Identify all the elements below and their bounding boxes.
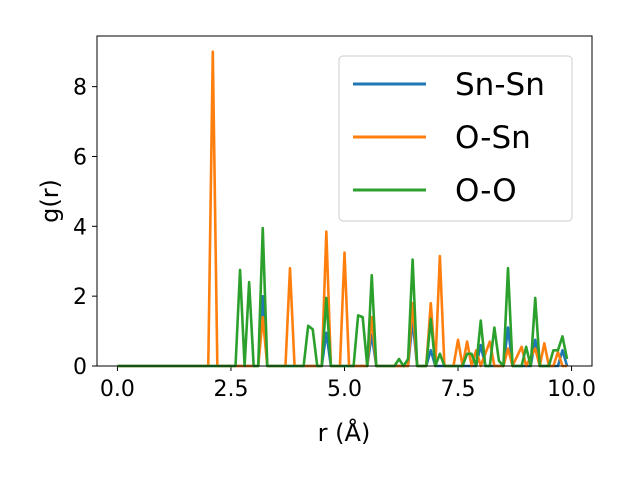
y-tick-label: 4 (73, 215, 87, 240)
legend-box (338, 55, 573, 222)
axes-frame (96, 35, 593, 367)
y-tick-label: 8 (73, 76, 87, 101)
y-tick-label: 0 (73, 355, 87, 380)
x-tick-label: 0.0 (100, 377, 135, 402)
y-tick-label: 6 (73, 145, 87, 170)
x-tick-label: 2.5 (213, 377, 248, 402)
y-axis-ticks: 0 2 4 6 8 (73, 76, 97, 380)
legend-items: Sn-Sn O-Sn O-O (353, 67, 545, 209)
y-axis-label: g(r) (36, 179, 64, 223)
legend-label: O-O (455, 173, 517, 209)
x-tick-label: 10.0 (547, 377, 596, 402)
x-axis-label: r (Å) (318, 418, 371, 447)
x-axis-ticks: 0.0 2.5 5.0 7.5 10.0 (100, 366, 596, 402)
legend-label: Sn-Sn (455, 67, 545, 103)
x-tick-label: 7.5 (441, 377, 476, 402)
legend: Sn-Sn O-Sn O-O (338, 55, 573, 222)
x-tick-label: 5.0 (327, 377, 362, 402)
y-tick-label: 2 (73, 285, 87, 310)
legend-label: O-Sn (455, 120, 531, 156)
